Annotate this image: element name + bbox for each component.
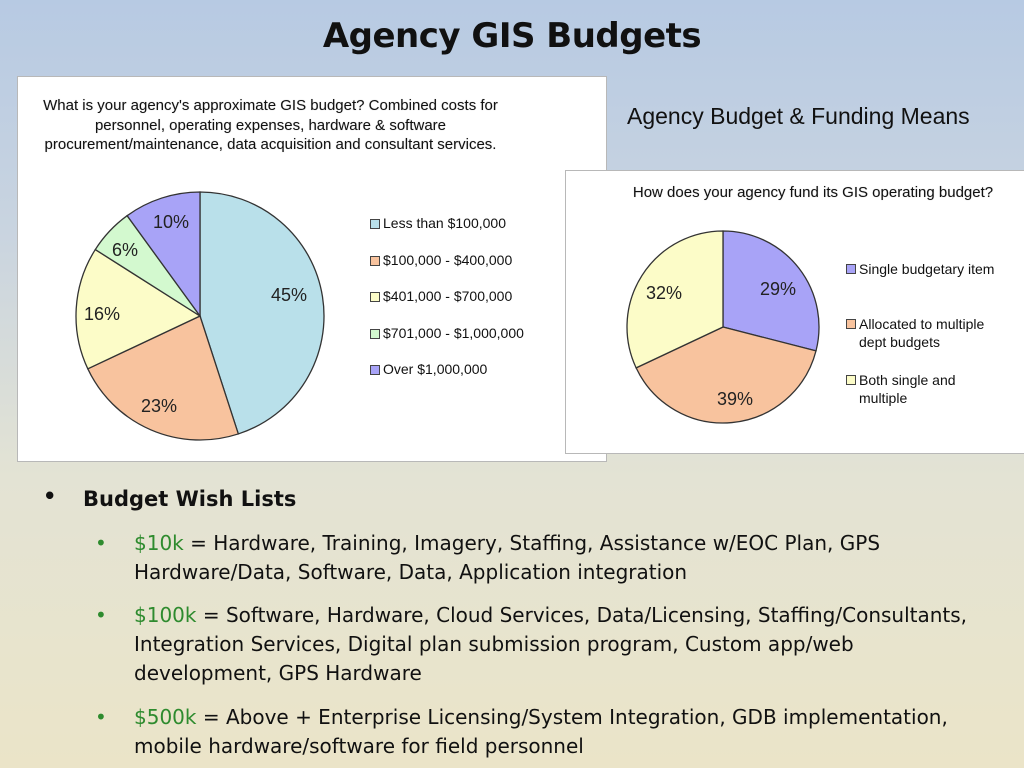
legend-label: Single budgetary item	[859, 261, 995, 277]
legend-swatch	[846, 375, 856, 385]
wish-description: = Above + Enterprise Licensing/System In…	[134, 705, 948, 758]
bullet-icon: •	[95, 705, 107, 729]
funding-chart-title: How does your agency fund its GIS operat…	[632, 184, 994, 201]
pie-data-label: 29%	[760, 279, 796, 299]
pie-slice	[199, 191, 325, 435]
legend-label: $701,000 - $1,000,000	[383, 325, 524, 341]
legend-item: $401,000 - $700,000	[370, 288, 512, 304]
pie-slice	[126, 191, 201, 319]
legend-item: Over $1,000,000	[370, 361, 487, 377]
legend-swatch	[370, 329, 380, 339]
legend-swatch	[846, 264, 856, 274]
wish-amount: $10k	[134, 531, 184, 555]
legend-item: Single budgetary item	[846, 260, 1001, 278]
wish-description: = Hardware, Training, Imagery, Staffing,…	[134, 531, 881, 584]
legend-swatch	[846, 319, 856, 329]
legend-label: Both single and multiple	[859, 372, 956, 406]
pie-data-label: 45%	[271, 285, 307, 305]
pie-data-label: 6%	[112, 240, 138, 260]
wish-item-text: $100k = Software, Hardware, Cloud Servic…	[134, 601, 994, 688]
wish-amount: $100k	[134, 603, 197, 627]
legend-item: $100,000 - $400,000	[370, 252, 512, 268]
pie-slice	[86, 315, 240, 441]
legend-label: Allocated to multiple dept budgets	[859, 316, 985, 350]
pie-data-label: 39%	[717, 389, 753, 409]
pie-data-label: 23%	[141, 396, 177, 416]
wish-item-text: $10k = Hardware, Training, Imagery, Staf…	[134, 529, 994, 587]
legend-swatch	[370, 256, 380, 266]
pie-slice	[722, 230, 820, 352]
bullet-icon: •	[95, 531, 107, 555]
budget-chart-title: What is your agency's approximate GIS bu…	[43, 97, 498, 153]
legend-item: $701,000 - $1,000,000	[370, 325, 524, 341]
funding-pie-chart: 29% 39% 32%	[626, 230, 820, 424]
bullet-icon: •	[43, 484, 57, 508]
pie-slice	[75, 248, 202, 370]
pie-slice	[635, 326, 817, 424]
pie-data-label: 32%	[646, 283, 682, 303]
pie-data-label: 10%	[153, 212, 189, 232]
wish-item-text: $500k = Above + Enterprise Licensing/Sys…	[134, 703, 994, 761]
legend-item: Less than $100,000	[370, 215, 506, 231]
legend-swatch	[370, 219, 380, 229]
funding-chart-panel: How does your agency fund its GIS operat…	[565, 170, 1024, 454]
section-subtitle: Agency Budget & Funding Means	[627, 103, 970, 129]
wish-list-heading: Budget Wish Lists	[83, 487, 297, 511]
legend-label: $401,000 - $700,000	[383, 288, 513, 304]
slide-title: Agency GIS Budgets	[322, 16, 702, 56]
wish-amount: $500k	[134, 705, 197, 729]
legend-label: $100,000 - $400,000	[383, 252, 513, 268]
pie-slice	[626, 230, 724, 369]
legend-item: Both single and multiple	[846, 371, 1001, 407]
pie-data-label: 16%	[84, 304, 120, 324]
wish-description: = Software, Hardware, Cloud Services, Da…	[134, 603, 968, 685]
legend-swatch	[370, 292, 380, 302]
bullet-icon: •	[95, 603, 107, 627]
legend-item: Allocated to multiple dept budgets	[846, 315, 1001, 351]
budget-chart-panel: What is your agency's approximate GIS bu…	[17, 76, 607, 462]
legend-swatch	[370, 365, 380, 375]
legend-label: Over $1,000,000	[383, 361, 488, 377]
legend-label: Less than $100,000	[383, 215, 506, 231]
budget-pie-chart: 45% 23% 16% 6% 10%	[75, 191, 325, 441]
